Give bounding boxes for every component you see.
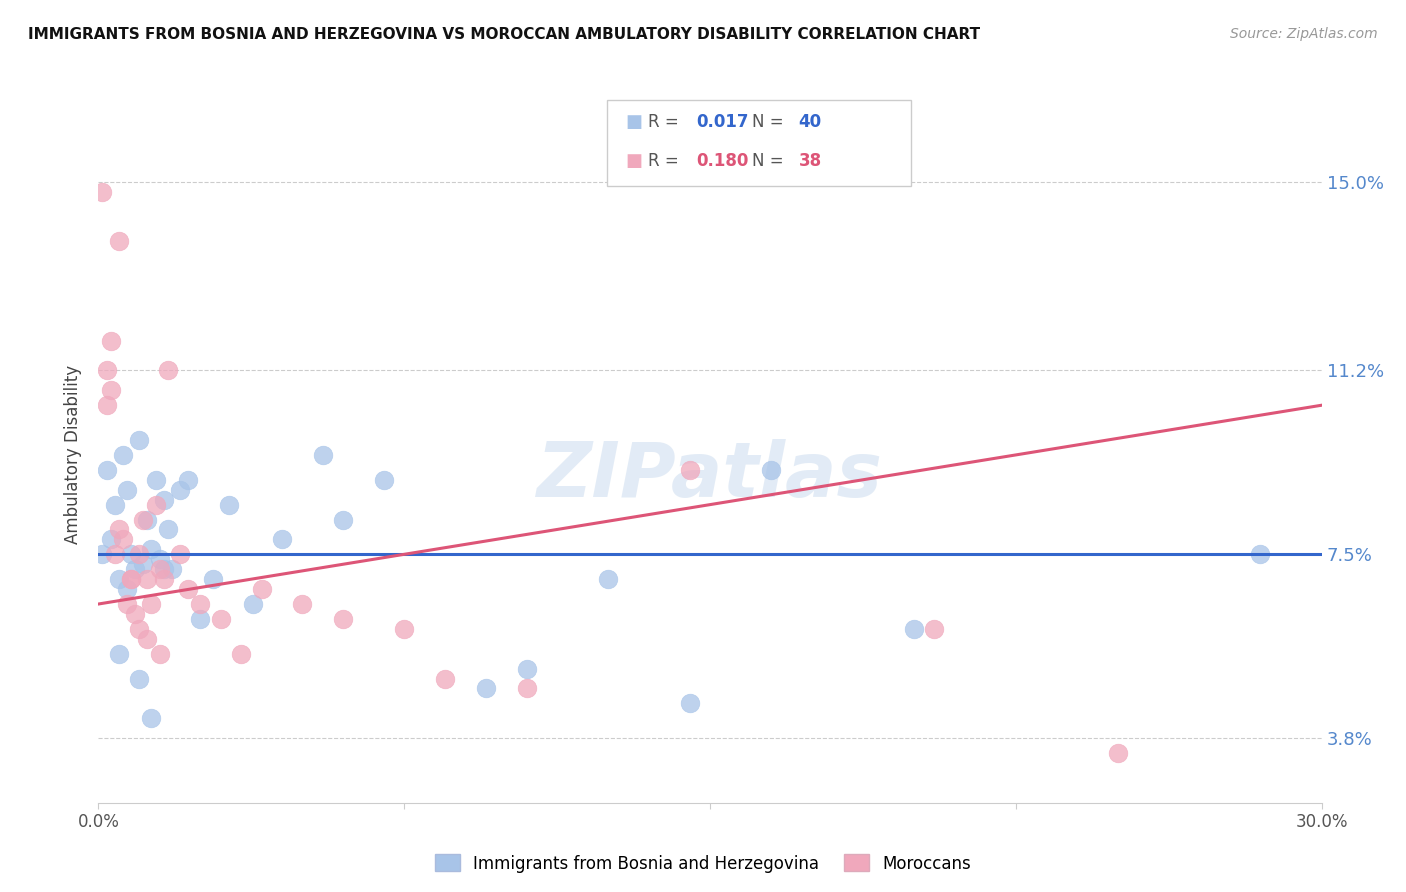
Point bbox=[115, 582, 138, 596]
Point bbox=[136, 572, 159, 586]
Point bbox=[120, 572, 142, 586]
Point bbox=[108, 572, 131, 586]
Point bbox=[128, 433, 150, 447]
Point bbox=[120, 572, 142, 586]
Point bbox=[759, 463, 782, 477]
Text: N =: N = bbox=[752, 113, 789, 131]
Point bbox=[312, 448, 335, 462]
Text: IMMIGRANTS FROM BOSNIA AND HERZEGOVINA VS MOROCCAN AMBULATORY DISABILITY CORRELA: IMMIGRANTS FROM BOSNIA AND HERZEGOVINA V… bbox=[28, 27, 980, 42]
Point bbox=[270, 533, 294, 547]
Point bbox=[188, 597, 212, 611]
Point bbox=[96, 363, 118, 377]
Point bbox=[209, 612, 232, 626]
Point bbox=[218, 498, 240, 512]
Point bbox=[516, 662, 538, 676]
Point bbox=[332, 612, 354, 626]
Point bbox=[160, 562, 183, 576]
Point bbox=[1107, 746, 1129, 760]
Point bbox=[115, 483, 138, 497]
Point bbox=[250, 582, 273, 596]
Point bbox=[111, 533, 134, 547]
Point bbox=[169, 483, 191, 497]
Point bbox=[149, 552, 172, 566]
Point bbox=[145, 498, 167, 512]
Point bbox=[124, 607, 146, 621]
Point bbox=[373, 473, 395, 487]
Point bbox=[149, 647, 172, 661]
Point bbox=[128, 672, 150, 686]
Point bbox=[152, 492, 174, 507]
Point bbox=[100, 334, 122, 348]
Point bbox=[291, 597, 314, 611]
Point bbox=[124, 562, 146, 576]
Text: ■: ■ bbox=[626, 152, 643, 169]
Text: R =: R = bbox=[648, 113, 685, 131]
Text: 0.017: 0.017 bbox=[696, 113, 748, 131]
Point bbox=[242, 597, 264, 611]
Point bbox=[156, 363, 179, 377]
Point bbox=[152, 572, 174, 586]
Text: ■: ■ bbox=[626, 113, 643, 131]
Point bbox=[100, 533, 122, 547]
Point bbox=[108, 523, 131, 537]
Point bbox=[152, 562, 174, 576]
Point bbox=[201, 572, 224, 586]
Point bbox=[188, 612, 212, 626]
Point bbox=[149, 562, 172, 576]
Point bbox=[91, 185, 114, 199]
Point bbox=[128, 622, 150, 636]
Point bbox=[96, 398, 118, 412]
Point bbox=[474, 681, 498, 696]
Text: ZIPatlas: ZIPatlas bbox=[537, 439, 883, 513]
Text: R =: R = bbox=[648, 152, 685, 169]
Point bbox=[679, 463, 702, 477]
Point bbox=[128, 547, 150, 561]
Point bbox=[433, 672, 456, 686]
Text: Source: ZipAtlas.com: Source: ZipAtlas.com bbox=[1230, 27, 1378, 41]
Point bbox=[91, 547, 114, 561]
Point bbox=[1249, 547, 1271, 561]
Point bbox=[922, 622, 945, 636]
Point bbox=[392, 622, 416, 636]
Point bbox=[332, 512, 354, 526]
Point bbox=[177, 582, 200, 596]
Point bbox=[120, 547, 142, 561]
Point bbox=[231, 647, 253, 661]
Point bbox=[516, 681, 538, 696]
Y-axis label: Ambulatory Disability: Ambulatory Disability bbox=[65, 366, 83, 544]
Point bbox=[108, 647, 131, 661]
Point bbox=[177, 473, 200, 487]
Point bbox=[108, 234, 131, 248]
Point bbox=[104, 547, 127, 561]
Point bbox=[596, 572, 619, 586]
Point bbox=[679, 697, 702, 711]
Text: 38: 38 bbox=[799, 152, 821, 169]
Point bbox=[169, 547, 191, 561]
Point bbox=[136, 632, 159, 646]
Point bbox=[145, 473, 167, 487]
Point bbox=[141, 711, 163, 725]
Point bbox=[115, 597, 138, 611]
Text: 40: 40 bbox=[799, 113, 821, 131]
Point bbox=[111, 448, 134, 462]
Point bbox=[141, 542, 163, 557]
Point bbox=[132, 558, 155, 572]
Point bbox=[141, 597, 163, 611]
Point bbox=[104, 498, 127, 512]
Text: N =: N = bbox=[752, 152, 789, 169]
Legend: Immigrants from Bosnia and Herzegovina, Moroccans: Immigrants from Bosnia and Herzegovina, … bbox=[427, 847, 979, 880]
Point bbox=[903, 622, 925, 636]
Point bbox=[136, 512, 159, 526]
Point bbox=[156, 523, 179, 537]
Point bbox=[96, 463, 118, 477]
Point bbox=[100, 384, 122, 398]
Point bbox=[132, 512, 155, 526]
Text: 0.180: 0.180 bbox=[696, 152, 748, 169]
